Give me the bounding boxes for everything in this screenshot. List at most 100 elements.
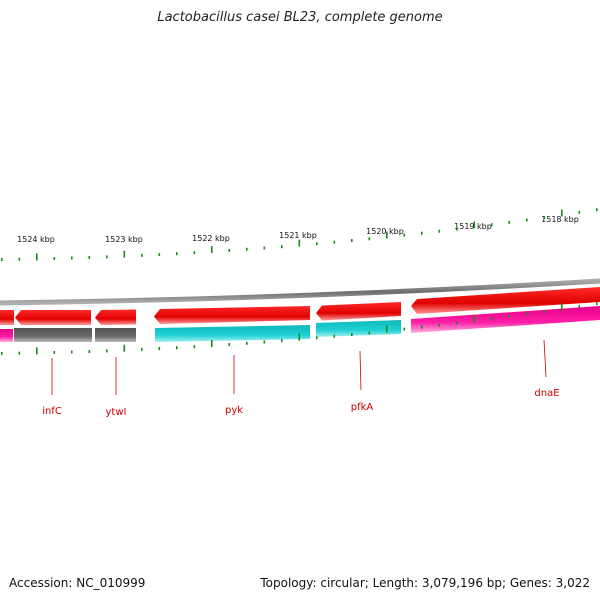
gene-box-magenta[interactable] (0, 329, 13, 342)
minor-tick (508, 220, 511, 224)
major-tick (561, 303, 563, 311)
gene-arrow-red[interactable] (95, 309, 136, 326)
minor-tick (438, 229, 441, 233)
gene-box-magenta[interactable] (411, 306, 600, 333)
major-tick (473, 315, 476, 323)
gene-label-ytwI[interactable]: ytwI (106, 407, 127, 418)
minor-tick (368, 331, 371, 335)
leader-line-pfkA (359, 350, 362, 391)
gene-arrow-red[interactable] (411, 287, 600, 314)
gene-box-cyan[interactable] (316, 320, 401, 337)
major-tick (298, 239, 301, 247)
minor-tick (333, 240, 336, 244)
minor-tick (281, 339, 283, 343)
minor-tick (438, 323, 441, 327)
scale-label-1519-kbp: 1519 kbp (454, 222, 492, 231)
major-tick (123, 250, 126, 258)
minor-tick (421, 325, 423, 329)
major-tick (211, 340, 213, 348)
minor-tick (578, 210, 581, 214)
major-tick (123, 344, 126, 352)
minor-tick (106, 349, 108, 353)
minor-tick (263, 340, 266, 344)
scale-label-1522-kbp: 1522 kbp (192, 234, 230, 243)
major-tick (386, 325, 388, 333)
minor-tick (543, 310, 546, 313)
minor-tick (158, 347, 161, 351)
minor-tick (88, 350, 91, 353)
minor-tick (403, 233, 406, 237)
gene-label-pyk[interactable]: pyk (225, 405, 243, 416)
minor-tick (351, 239, 353, 242)
minor-tick (106, 255, 108, 259)
minor-tick (141, 253, 143, 257)
gene-label-infC[interactable]: infC (42, 406, 62, 417)
gene-arrow-red[interactable] (15, 310, 91, 325)
minor-tick (368, 237, 371, 241)
minor-tick (1, 352, 3, 355)
minor-tick (193, 345, 196, 349)
major-tick (36, 253, 38, 261)
gene-label-dnaE[interactable]: dnaE (534, 388, 559, 399)
minor-tick (543, 216, 546, 219)
minor-tick (526, 218, 528, 222)
topology-text: Topology: circular; Length: 3,079,196 bp… (260, 576, 590, 590)
scale-label-1523-kbp: 1523 kbp (105, 235, 143, 244)
minor-tick (351, 333, 353, 336)
minor-tick (18, 257, 21, 261)
minor-tick (421, 231, 423, 235)
gene-box-gray[interactable] (14, 328, 92, 342)
minor-tick (1, 258, 3, 261)
gene-arrow-red[interactable] (0, 310, 14, 325)
major-tick (561, 209, 563, 217)
major-tick (473, 221, 476, 229)
minor-tick (526, 312, 528, 316)
minor-tick (491, 317, 493, 321)
minor-tick (456, 227, 458, 231)
minor-tick (263, 246, 266, 250)
minor-tick (176, 252, 178, 256)
minor-tick (246, 247, 248, 251)
minor-tick (158, 253, 161, 257)
minor-tick (18, 351, 21, 355)
minor-tick (491, 223, 493, 227)
minor-tick (71, 350, 73, 354)
major-tick (211, 246, 213, 254)
major-tick (36, 347, 38, 355)
gene-box-gray[interactable] (95, 328, 136, 342)
gene-box-cyan[interactable] (155, 325, 310, 342)
leader-line-dnaE (543, 339, 547, 378)
genome-backbone (0, 278, 600, 306)
accession-text: Accession: NC_010999 (9, 576, 146, 590)
map-title: Lactobacillus casei BL23, complete genom… (157, 10, 443, 25)
minor-tick (246, 341, 248, 345)
gene-arrow-red[interactable] (316, 302, 401, 321)
scale-label-1521-kbp: 1521 kbp (279, 231, 317, 240)
minor-tick (508, 314, 511, 318)
minor-tick (596, 208, 598, 212)
minor-tick (228, 249, 231, 252)
scale-ticks (1, 208, 598, 355)
gene-arrow-red[interactable] (154, 306, 310, 324)
minor-tick (316, 242, 318, 246)
minor-tick (88, 256, 91, 259)
minor-tick (176, 346, 178, 350)
gene-label-pfkA[interactable]: pfkA (351, 402, 374, 413)
scale-label-1518-kbp: 1518 kbp (541, 215, 579, 224)
minor-tick (333, 334, 336, 338)
minor-tick (193, 251, 196, 255)
minor-tick (71, 256, 73, 260)
minor-tick (53, 351, 56, 354)
minor-tick (281, 245, 283, 249)
minor-tick (596, 302, 598, 306)
minor-tick (53, 257, 56, 260)
minor-tick (316, 336, 318, 340)
scale-label-1524-kbp: 1524 kbp (17, 235, 55, 244)
minor-tick (578, 304, 581, 308)
minor-tick (403, 327, 406, 331)
scale-label-1520-kbp: 1520 kbp (366, 227, 404, 236)
major-tick (386, 231, 388, 239)
major-tick (298, 333, 301, 341)
minor-tick (141, 347, 143, 351)
